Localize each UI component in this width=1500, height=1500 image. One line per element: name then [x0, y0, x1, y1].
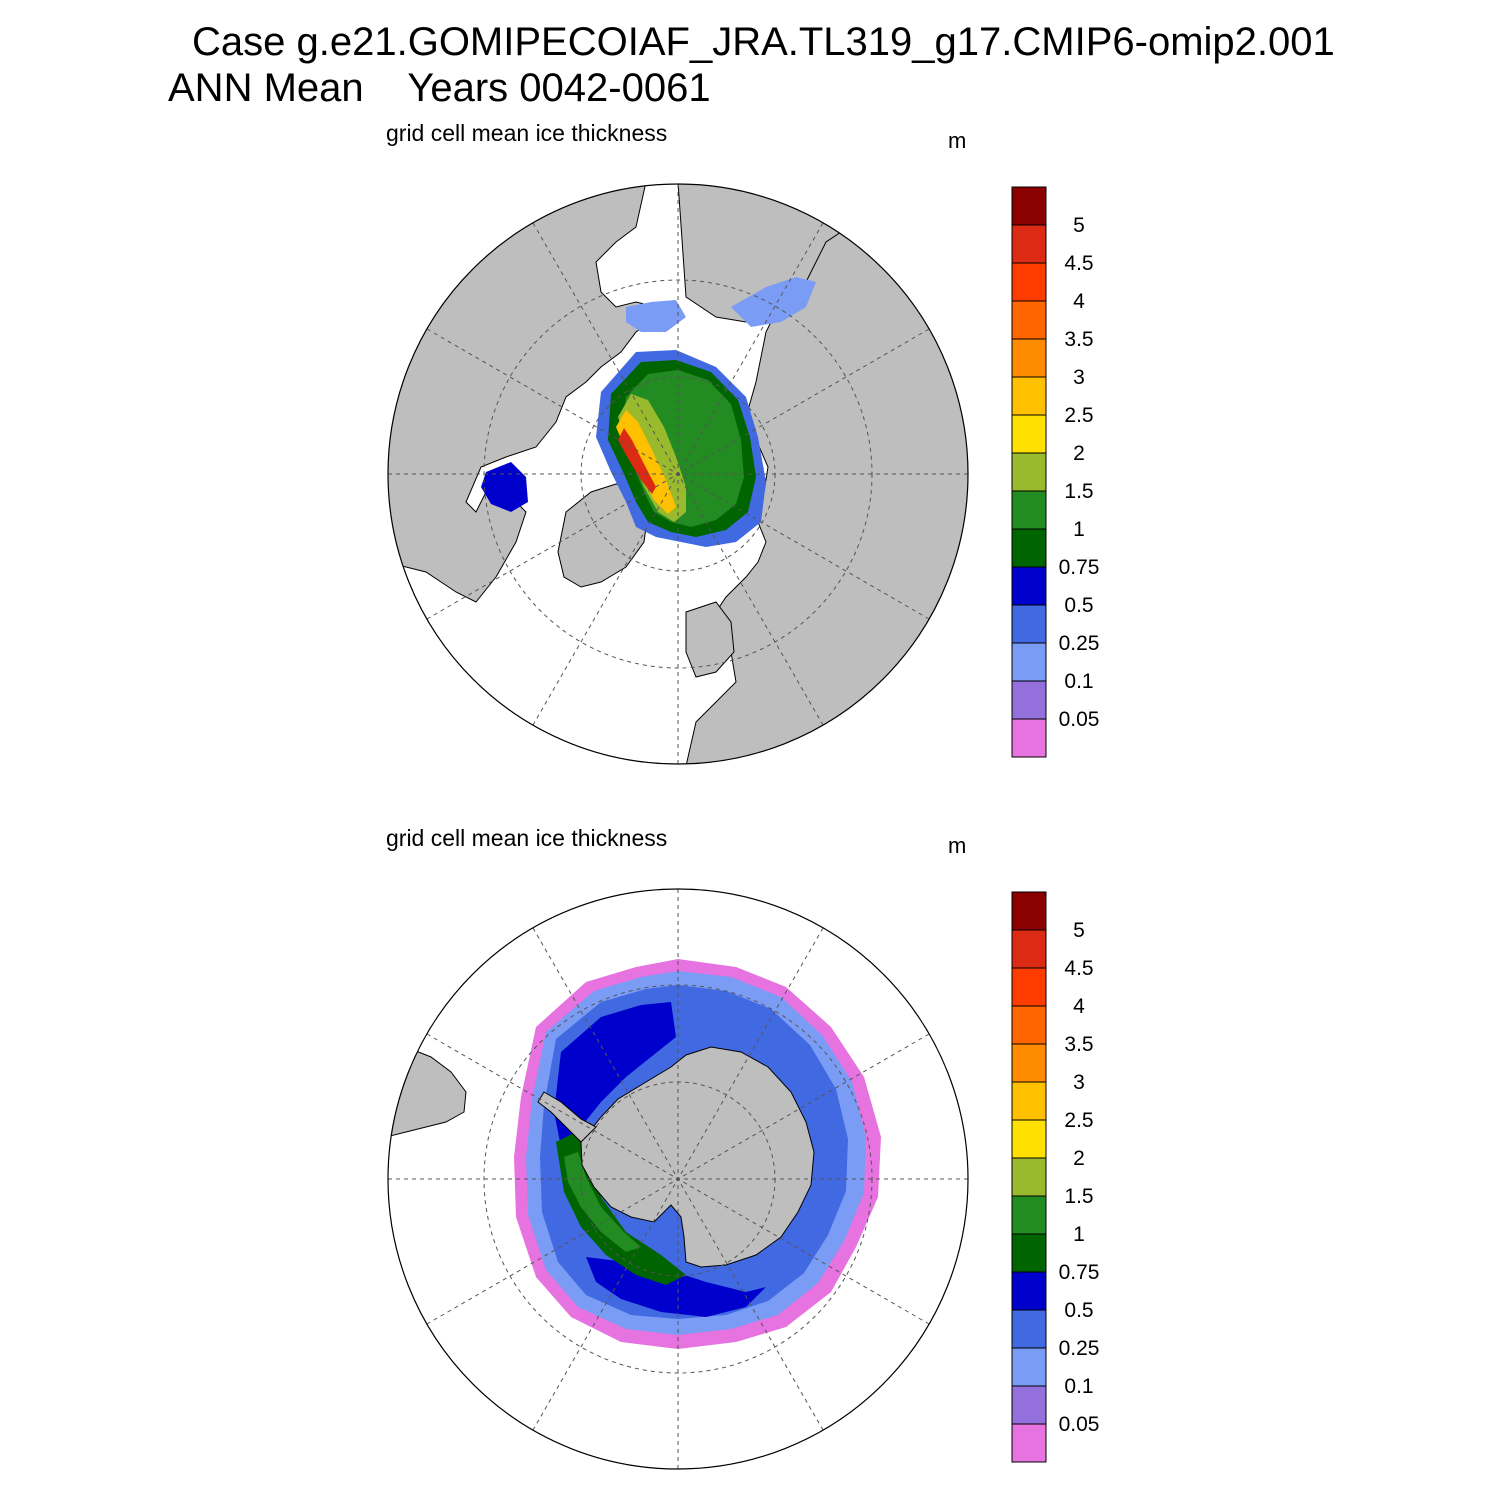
colorbar-swatch	[1011, 1005, 1047, 1045]
colorbar-swatch	[1011, 376, 1047, 416]
colorbar-tick-label: 5	[1073, 214, 1085, 237]
colorbar-tick-label: 1.5	[1064, 480, 1093, 503]
colorbar-swatch	[1011, 1385, 1047, 1425]
colorbar-tick-label: 5	[1073, 919, 1085, 942]
okhotsk-ice	[731, 277, 816, 327]
antarctic-ice-0-5-ross	[586, 1257, 766, 1317]
bering-ice	[626, 300, 686, 332]
colorbar-tick-label: 0.5	[1064, 1299, 1093, 1322]
colorbar-swatch	[1011, 1233, 1047, 1273]
colorbar-tick-label: 0.05	[1059, 708, 1100, 731]
south-units-label: m	[948, 833, 967, 858]
colorbar-swatch	[1011, 1309, 1047, 1349]
colorbar-tick-label: 3.5	[1064, 1033, 1093, 1056]
north-units-label: m	[948, 128, 967, 153]
south-polar-map	[387, 888, 969, 1470]
colorbar-tick-label: 4	[1073, 290, 1085, 313]
colorbar-swatch	[1011, 300, 1047, 340]
colorbar-swatch	[1011, 1081, 1047, 1121]
colorbar-tick-label: 1	[1073, 518, 1085, 541]
colorbar-swatch	[1011, 1119, 1047, 1159]
colorbar-swatch	[1011, 186, 1047, 226]
colorbar-tick-label: 1	[1073, 1223, 1085, 1246]
colorbar-tick-label: 0.25	[1059, 632, 1100, 655]
colorbar-swatch	[1011, 967, 1047, 1007]
north-graticule	[388, 184, 968, 764]
colorbar-tick-label: 3.5	[1064, 328, 1093, 351]
colorbar-swatch	[1011, 1157, 1047, 1197]
colorbar-tick-label: 4	[1073, 995, 1085, 1018]
north-map-border	[387, 183, 969, 765]
colorbar-tick-label: 3	[1073, 366, 1085, 389]
colorbar-tick-label: 2	[1073, 442, 1085, 465]
colorbar-swatch	[1011, 718, 1047, 758]
colorbar-swatch	[1011, 1043, 1047, 1083]
antarctic-ice-0-5-weddell	[554, 1002, 676, 1147]
colorbar-tick-label: 2	[1073, 1147, 1085, 1170]
colorbar-swatch	[1011, 566, 1047, 606]
greenland	[557, 483, 649, 588]
colorbar-swatch	[1011, 224, 1047, 264]
south-colorbar: 5 4.5 4 3.5 3 2.5 2 1.5 1 0.75 0.5 0.25 0.1 0.05	[1011, 891, 1100, 1463]
figure-title-case: Case g.e21.GOMIPECOIAF_JRA.TL319_g17.CMI…	[192, 20, 1335, 64]
colorbar-tick-label: 4.5	[1064, 252, 1093, 275]
south-map-border	[387, 888, 969, 1470]
arctic-ice-thick	[616, 410, 676, 514]
colorbar-tick-label: 0.25	[1059, 1337, 1100, 1360]
colorbar-tick-label: 0.75	[1059, 1261, 1100, 1284]
colorbar-tick-label: 0.75	[1059, 556, 1100, 579]
colorbar-swatch	[1011, 604, 1047, 644]
north-panel-title: grid cell mean ice thickness	[386, 120, 668, 146]
colorbar-swatch	[1011, 1423, 1047, 1463]
colorbar-swatch	[1011, 414, 1047, 454]
north-polar-map	[387, 183, 969, 765]
colorbar-swatch	[1011, 929, 1047, 969]
colorbar-swatch	[1011, 1347, 1047, 1387]
colorbar-swatch	[1011, 262, 1047, 302]
south-graticule	[388, 889, 968, 1469]
arctic-ice-thickest	[618, 428, 656, 494]
colorbar-tick-label: 1.5	[1064, 1185, 1093, 1208]
colorbar-tick-label: 3	[1073, 1071, 1085, 1094]
colorbar-swatch	[1011, 452, 1047, 492]
colorbar-swatch	[1011, 528, 1047, 568]
colorbar-swatch	[1011, 1195, 1047, 1235]
colorbar-tick-label: 2.5	[1064, 1109, 1093, 1132]
colorbar-swatch	[1011, 680, 1047, 720]
colorbar-tick-label: 0.1	[1064, 1375, 1093, 1398]
colorbar-tick-label: 0.1	[1064, 670, 1093, 693]
south-panel-title: grid cell mean ice thickness	[386, 825, 668, 851]
colorbar-tick-label: 0.5	[1064, 594, 1093, 617]
figure-title-period: ANN Mean Years 0042-0061	[168, 66, 711, 110]
colorbar-swatch	[1011, 1271, 1047, 1311]
colorbar-swatch	[1011, 490, 1047, 530]
colorbar-tick-label: 4.5	[1064, 957, 1093, 980]
antarctic-ice-1-1-5	[564, 1152, 641, 1252]
colorbar-tick-label: 2.5	[1064, 404, 1093, 427]
north-colorbar: 5 4.5 4 3.5 3 2.5 2 1.5 1 0.75 0.5 0.25 0.1 0.05	[1011, 186, 1100, 758]
colorbar-swatch	[1011, 338, 1047, 378]
colorbar-swatch	[1011, 642, 1047, 682]
colorbar-tick-label: 0.05	[1059, 1413, 1100, 1436]
antarctic-peninsula	[537, 1091, 597, 1143]
colorbar-swatch	[1011, 891, 1047, 931]
